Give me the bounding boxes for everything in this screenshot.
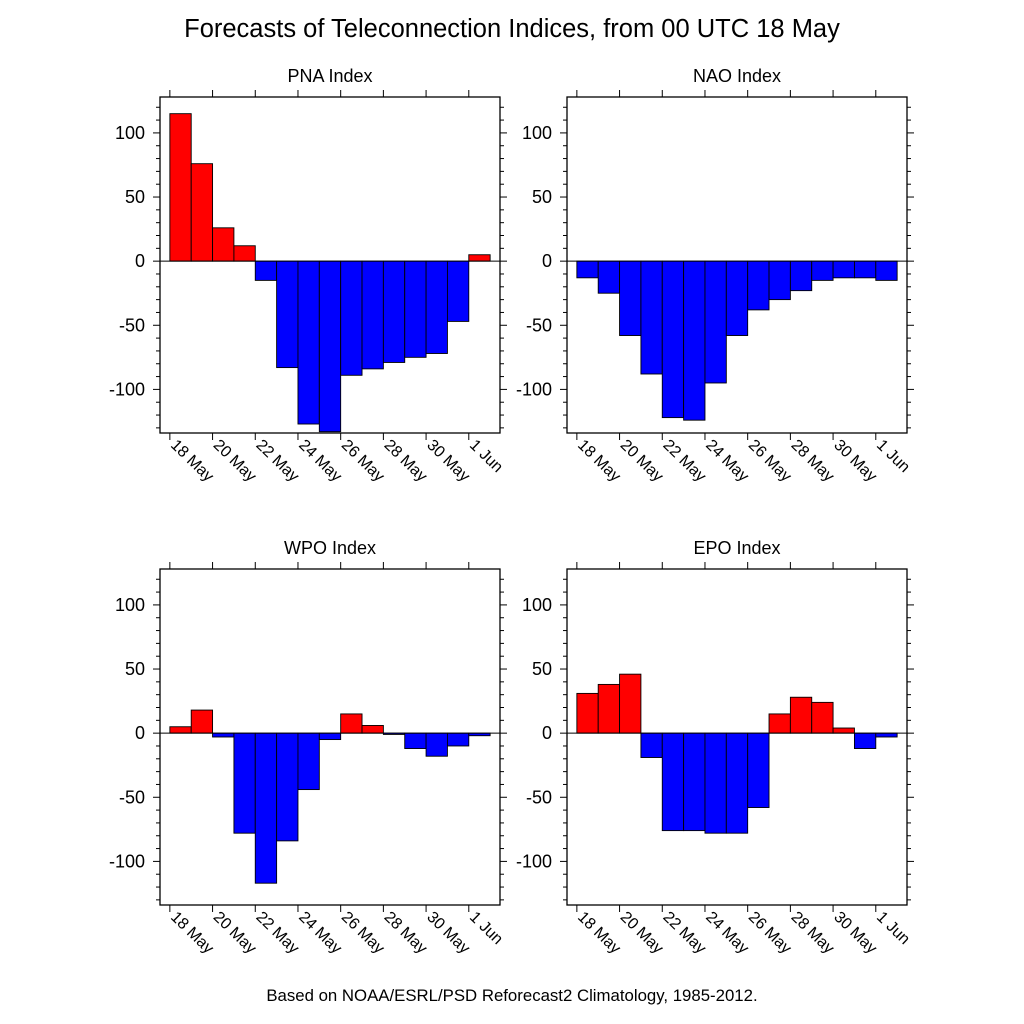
svg-text:-100: -100 — [109, 379, 145, 399]
svg-text:50: 50 — [125, 187, 145, 207]
svg-text:-50: -50 — [119, 787, 145, 807]
svg-text:50: 50 — [532, 187, 552, 207]
svg-text:-50: -50 — [119, 315, 145, 335]
svg-text:-100: -100 — [516, 379, 552, 399]
svg-text:0: 0 — [135, 251, 145, 271]
svg-text:-50: -50 — [526, 315, 552, 335]
svg-text:100: 100 — [115, 595, 145, 615]
svg-text:NAO Index: NAO Index — [693, 66, 781, 86]
svg-text:-50: -50 — [526, 787, 552, 807]
svg-text:50: 50 — [125, 659, 145, 679]
svg-text:0: 0 — [135, 723, 145, 743]
svg-text:0: 0 — [542, 723, 552, 743]
svg-text:Based on NOAA/ESRL/PSD Reforec: Based on NOAA/ESRL/PSD Reforecast2 Clima… — [266, 986, 757, 1005]
svg-text:EPO Index: EPO Index — [693, 538, 780, 558]
svg-text:-100: -100 — [109, 851, 145, 871]
svg-text:WPO Index: WPO Index — [284, 538, 376, 558]
svg-text:0: 0 — [542, 251, 552, 271]
svg-text:-100: -100 — [516, 851, 552, 871]
svg-text:PNA Index: PNA Index — [287, 66, 372, 86]
svg-text:100: 100 — [115, 123, 145, 143]
svg-text:50: 50 — [532, 659, 552, 679]
svg-text:100: 100 — [522, 123, 552, 143]
svg-text:Forecasts of Teleconnection In: Forecasts of Teleconnection Indices, fro… — [184, 15, 840, 43]
svg-text:100: 100 — [522, 595, 552, 615]
